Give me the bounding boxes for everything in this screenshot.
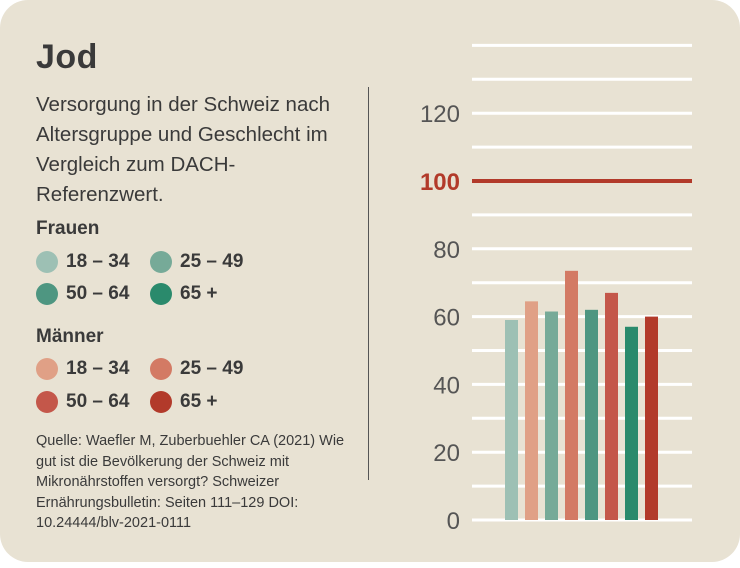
bar (565, 270, 578, 520)
y-tick-label: 20 (433, 440, 460, 467)
source-note: Quelle: Waefler M, Zuberbuehler CA (2021… (36, 433, 345, 531)
y-tick-label: 120 (420, 101, 460, 128)
legend-group-frauen: Frauen (36, 218, 100, 239)
legend-swatch (36, 251, 58, 273)
legend-group-maenner: Männer (36, 326, 104, 347)
bar (625, 326, 638, 520)
bar (545, 311, 558, 520)
legend-swatch (150, 251, 172, 273)
chart-title: Jod (36, 38, 98, 76)
bar (505, 319, 518, 520)
legend-item-maenner-50-64: 50 – 64 (36, 389, 129, 415)
legend-label: 50 – 64 (66, 283, 130, 304)
legend-label: 65 + (180, 391, 218, 412)
y-tick-label: 40 (433, 372, 460, 399)
legend-label: 25 – 49 (180, 251, 244, 272)
legend-label: 18 – 34 (66, 251, 130, 272)
legend-item-frauen-65plus: 65 + (150, 281, 218, 307)
legend-item-frauen-50-64: 50 – 64 (36, 281, 129, 307)
legend-item-frauen-18-34: 18 – 34 (36, 249, 129, 275)
legend-item-frauen-25-49: 25 – 49 (150, 249, 243, 275)
bar (525, 301, 538, 520)
legend-swatch (36, 283, 58, 305)
reference-line-label: 100 (420, 169, 460, 196)
divider-line (368, 87, 369, 480)
legend-item-maenner-65plus: 65 + (150, 389, 218, 415)
chart-subtitle: Versorgung in der Schweiz nach Altersgru… (36, 93, 331, 206)
legend-label: 25 – 49 (180, 358, 244, 379)
legend-swatch (150, 283, 172, 305)
legend-swatch (150, 358, 172, 380)
legend-swatch (36, 391, 58, 413)
legend-label: 18 – 34 (66, 358, 130, 379)
legend-swatch (150, 391, 172, 413)
legend-item-maenner-25-49: 25 – 49 (150, 356, 243, 382)
bar (605, 292, 618, 520)
legend-label: 65 + (180, 283, 218, 304)
bar (585, 309, 598, 520)
y-tick-label: 60 (433, 305, 460, 332)
legend-item-maenner-18-34: 18 – 34 (36, 356, 129, 382)
y-tick-label: 80 (433, 237, 460, 264)
bar (645, 316, 658, 520)
legend-swatch (36, 358, 58, 380)
y-tick-label: 0 (447, 508, 460, 535)
legend-label: 50 – 64 (66, 391, 130, 412)
